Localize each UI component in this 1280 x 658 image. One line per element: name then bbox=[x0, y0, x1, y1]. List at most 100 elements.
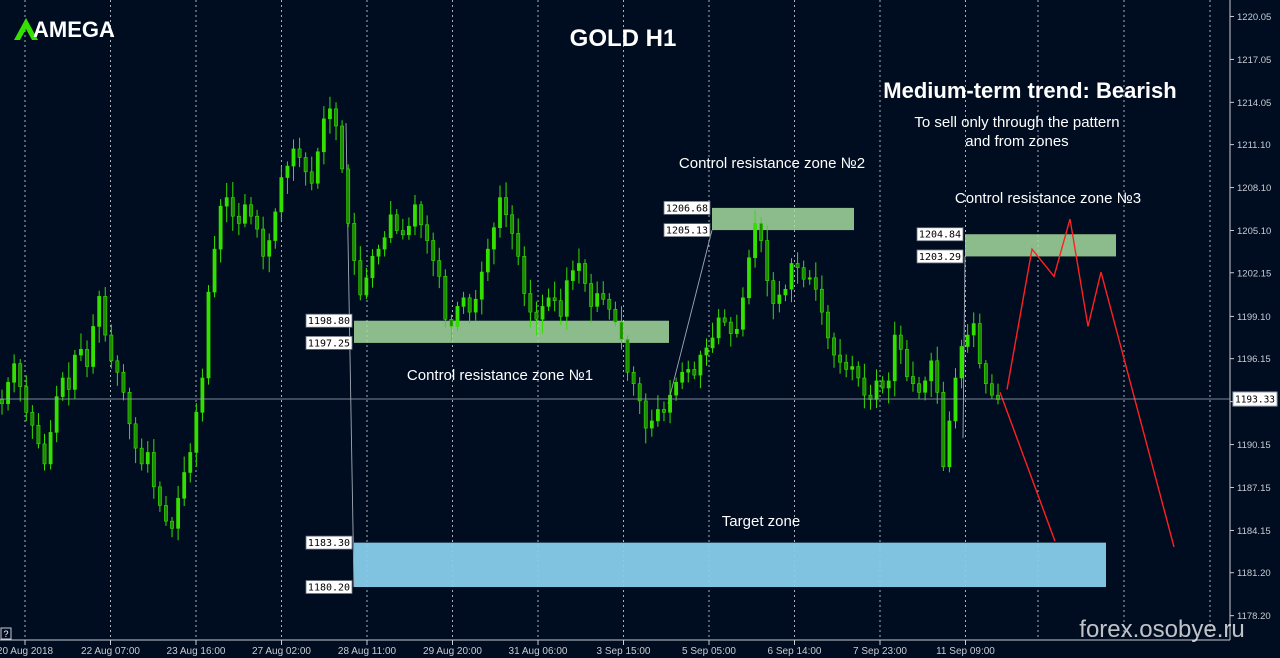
candle-body bbox=[856, 366, 861, 379]
candle-body bbox=[674, 381, 679, 396]
candle-body bbox=[206, 291, 211, 379]
candle-body bbox=[285, 165, 290, 178]
brand-name: AMEGA bbox=[33, 17, 115, 42]
candle-body bbox=[911, 376, 915, 385]
candle-body bbox=[577, 263, 581, 271]
x-tick-label: 29 Aug 20:00 bbox=[423, 646, 482, 657]
candle-body bbox=[777, 294, 782, 304]
candle-body bbox=[607, 298, 612, 310]
candle-body bbox=[516, 233, 521, 257]
candle-body bbox=[625, 339, 630, 373]
y-tick-label: 1220.05 bbox=[1237, 12, 1271, 23]
zone-price-label-box bbox=[916, 227, 964, 242]
candle-body bbox=[844, 361, 849, 370]
chart-title: GOLD H1 bbox=[570, 25, 677, 52]
price-axis: 1220.05 1217.05 1214.05 1211.10 1208.10 1205.… bbox=[0, 12, 1271, 622]
candle-body bbox=[832, 337, 836, 356]
y-tick-label: 1199.10 bbox=[1237, 312, 1271, 323]
help-icon[interactable]: ? bbox=[0, 627, 12, 640]
candle-body bbox=[66, 377, 71, 390]
candle-body bbox=[917, 383, 921, 393]
candle-body bbox=[759, 223, 764, 241]
candle-body bbox=[188, 452, 193, 473]
candle-body bbox=[643, 400, 648, 429]
candle-body bbox=[0, 399, 4, 405]
candle-body bbox=[121, 371, 126, 393]
candle-body bbox=[364, 277, 369, 296]
candle-body bbox=[741, 297, 745, 330]
candle-body bbox=[352, 223, 357, 261]
candle-body bbox=[552, 297, 557, 301]
candle-body bbox=[261, 228, 266, 257]
candle-body bbox=[236, 215, 241, 224]
candle-body bbox=[959, 346, 964, 379]
candle-body bbox=[279, 177, 284, 213]
candle-body bbox=[36, 424, 41, 445]
candle-body bbox=[151, 452, 156, 488]
advice-line-2: and from zones bbox=[965, 133, 1068, 150]
candle-body bbox=[170, 520, 174, 529]
zone-high-label: 1183.30 bbox=[308, 538, 350, 549]
projections-layer bbox=[999, 218, 1175, 548]
y-tick-label: 1208.10 bbox=[1237, 183, 1271, 194]
candle-body bbox=[850, 366, 855, 370]
candle-body bbox=[728, 321, 733, 334]
candle-body bbox=[139, 447, 144, 465]
current-price-label: 1193.33 bbox=[1235, 395, 1275, 406]
zone-price-label-box bbox=[305, 313, 353, 328]
candle-body bbox=[692, 369, 697, 376]
candle-body bbox=[722, 317, 727, 323]
zone-price-label-box bbox=[663, 200, 711, 215]
candle-body bbox=[813, 277, 818, 290]
connector-line bbox=[962, 256, 966, 439]
target-zone-title: Target zone bbox=[722, 513, 800, 530]
candle-body bbox=[370, 255, 375, 279]
candle-body bbox=[407, 225, 411, 236]
candle-body bbox=[668, 394, 672, 413]
x-tick-label: 31 Aug 06:00 bbox=[509, 646, 568, 657]
x-tick-label: 5 Sep 05:00 bbox=[682, 646, 736, 657]
candle-body bbox=[656, 409, 660, 422]
zone-low-label: 1197.25 bbox=[308, 338, 350, 349]
candle-body bbox=[91, 326, 95, 367]
candle-body bbox=[795, 263, 800, 269]
y-tick-label: 1211.10 bbox=[1237, 140, 1271, 151]
zone-1-box bbox=[354, 320, 669, 343]
time-axis: 20 Aug 2018 22 Aug 07:00 23 Aug 16:00 27 Au… bbox=[0, 640, 995, 657]
candle-body bbox=[662, 409, 666, 413]
candle-body bbox=[558, 300, 563, 317]
candle-body bbox=[898, 334, 903, 350]
candle-body bbox=[267, 240, 272, 257]
axis-frame bbox=[0, 0, 1231, 641]
candle-body bbox=[461, 297, 466, 307]
candle-body bbox=[589, 283, 593, 307]
candle-body bbox=[431, 240, 436, 261]
candle-body bbox=[127, 392, 132, 425]
y-tick-label: 1190.15 bbox=[1237, 440, 1271, 451]
candle-body bbox=[485, 248, 490, 273]
candle-body bbox=[321, 118, 326, 153]
candles-layer bbox=[0, 96, 1000, 541]
candle-body bbox=[935, 360, 940, 393]
projection-line-a bbox=[999, 392, 1056, 542]
candle-body bbox=[230, 197, 235, 217]
candle-body bbox=[145, 452, 150, 465]
zone-1-title: Control resistance zone №1 bbox=[407, 367, 593, 384]
candle-body bbox=[704, 347, 709, 356]
candle-body bbox=[467, 297, 472, 313]
zone-2-box bbox=[712, 207, 854, 231]
y-tick-label: 1214.05 bbox=[1237, 98, 1271, 109]
candle-body bbox=[619, 321, 624, 340]
x-tick-label: 22 Aug 07:00 bbox=[81, 646, 140, 657]
candle-body bbox=[929, 360, 934, 382]
candle-body bbox=[990, 383, 994, 396]
candle-body bbox=[771, 280, 776, 304]
candle-body bbox=[637, 383, 642, 402]
candle-body bbox=[18, 363, 23, 387]
candle-body bbox=[546, 297, 551, 307]
candle-body bbox=[534, 311, 539, 320]
zone-price-label-box bbox=[305, 580, 353, 594]
candle-body bbox=[309, 171, 314, 184]
x-tick-label: 27 Aug 02:00 bbox=[252, 646, 311, 657]
candle-body bbox=[522, 255, 527, 294]
